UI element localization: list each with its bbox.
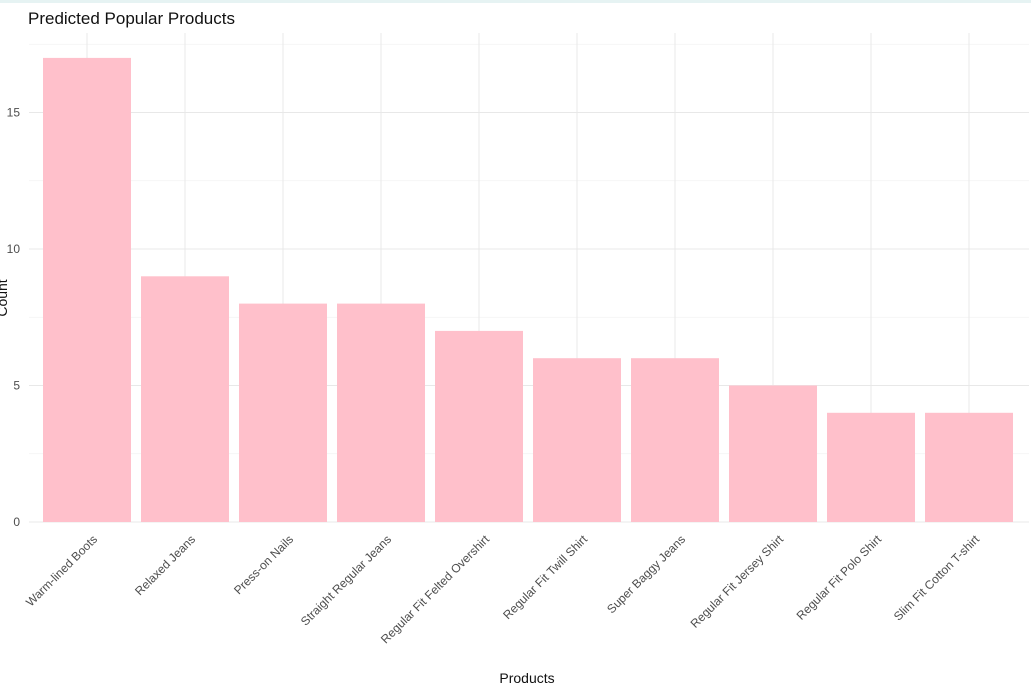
y-axis-title: Count: [0, 279, 10, 316]
y-tick-labels: 0 5 10 15: [7, 106, 21, 530]
x-tick-label: Slim Fit Cotton T-shirt: [891, 532, 983, 624]
y-tick-label: 10: [7, 242, 21, 256]
x-axis-title: Products: [499, 670, 554, 686]
bar: [729, 385, 817, 522]
x-tick-label: Regular Fit Jersey Shirt: [688, 532, 787, 631]
x-tick-label: Press-on Nails: [231, 532, 296, 597]
y-tick-label: 5: [13, 379, 20, 393]
x-tick-label: Warm-lined Boots: [23, 532, 100, 609]
x-tick-label: Relaxed Jeans: [132, 532, 198, 598]
bar: [239, 303, 327, 522]
bar: [925, 412, 1013, 522]
y-tick-label: 15: [7, 106, 21, 120]
x-tick-label: Super Baggy Jeans: [604, 532, 688, 616]
bar: [827, 412, 915, 522]
bar: [533, 358, 621, 522]
bar: [631, 358, 719, 522]
bar: [337, 303, 425, 522]
bars: [43, 57, 1013, 523]
y-tick-label: 0: [13, 515, 20, 529]
bar: [435, 330, 523, 522]
x-tick-label: Regular Fit Twill Shirt: [500, 532, 590, 622]
bar: [141, 276, 229, 522]
chart-title: Predicted Popular Products: [28, 9, 235, 28]
x-tick-label: Regular Fit Polo Shirt: [794, 532, 885, 623]
bar: [43, 57, 131, 523]
x-tick-label: Regular Fit Felted Overshirt: [378, 532, 493, 647]
top-border: [0, 0, 1031, 3]
x-tick-labels: Warm-lined Boots Relaxed Jeans Press-on Na…: [23, 532, 982, 647]
x-tick-label: Straight Regular Jeans: [298, 532, 394, 628]
